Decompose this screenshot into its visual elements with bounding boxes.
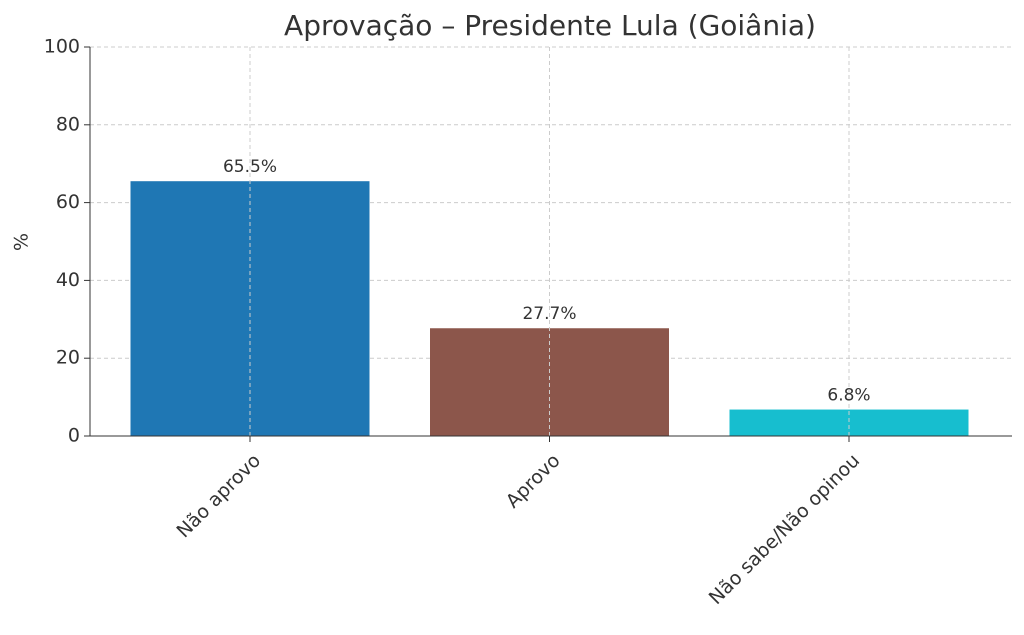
value-label: 27.7% — [522, 304, 576, 324]
y-tick-label: 40 — [56, 269, 80, 291]
chart-title: Aprovação – Presidente Lula (Goiânia) — [284, 9, 816, 42]
y-tick-label: 60 — [56, 191, 80, 213]
value-label: 65.5% — [223, 157, 277, 177]
value-label: 6.8% — [827, 386, 870, 406]
y-axis-label: % — [11, 233, 33, 251]
y-tick-label: 100 — [44, 36, 80, 58]
y-tick-label: 0 — [68, 425, 80, 447]
x-tick-label: Aprovo — [502, 450, 565, 513]
y-tick-label: 20 — [56, 347, 80, 369]
y-tick-label: 80 — [56, 113, 80, 135]
x-tick-label: Não sabe/Não opinou — [705, 450, 864, 609]
x-tick-label: Não aprovo — [172, 450, 265, 543]
